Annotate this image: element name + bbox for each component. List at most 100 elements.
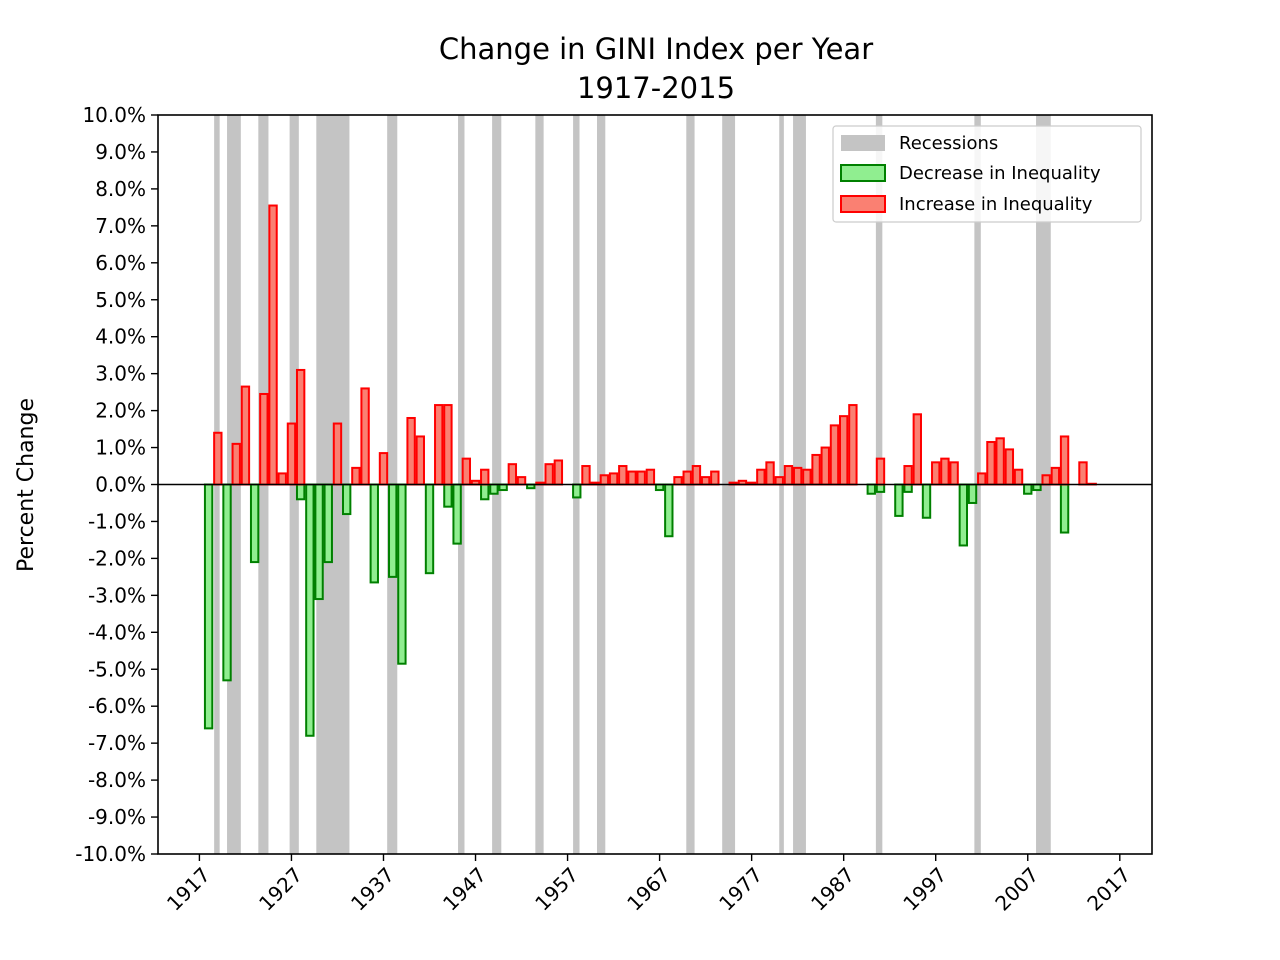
increase-bar-1987 xyxy=(838,415,849,486)
increase-bar-1935 xyxy=(360,387,370,486)
legend: Recessions Decrease in Inequality Increa… xyxy=(832,125,1142,223)
increase-bar-1962 xyxy=(608,472,619,486)
y-tick-label-15: -5.0% xyxy=(88,657,146,681)
increase-bar-1981 xyxy=(783,465,794,486)
increase-bar-1991 xyxy=(875,457,886,486)
y-tick-label-9: 1.0% xyxy=(95,436,146,460)
decrease-bar-1918 xyxy=(203,483,214,730)
legend-frame xyxy=(832,125,1142,223)
increase-bar-1924 xyxy=(259,392,269,486)
increase-bar-1937 xyxy=(378,452,389,486)
decrease-bar-1923 xyxy=(249,483,260,564)
decrease-bar-1990 xyxy=(866,483,876,495)
y-tick-label-12: -2.0% xyxy=(88,546,146,570)
increase-bar-1984 xyxy=(811,453,821,486)
increase-bar-2005 xyxy=(1004,448,1015,486)
decrease-bar-1929 xyxy=(305,483,315,737)
increase-bar-1995 xyxy=(912,413,922,486)
increase-bar-1983 xyxy=(802,468,812,486)
decrease-bar-1993 xyxy=(894,483,904,517)
legend-label-increase: Increase in Inequality xyxy=(899,194,1093,215)
increase-bar-1959 xyxy=(581,465,591,486)
increase-bar-1943 xyxy=(434,404,444,486)
decrease-bar-1945 xyxy=(452,483,462,545)
y-tick-label-8: 2.0% xyxy=(95,399,146,423)
increase-bar-1964 xyxy=(627,470,637,486)
increase-bar-1926 xyxy=(277,472,287,486)
decrease-bar-1967 xyxy=(654,483,665,492)
increase-bar-1965 xyxy=(636,470,646,486)
decrease-bar-2000 xyxy=(958,483,969,547)
chart-title: Change in GINI Index per Year xyxy=(439,32,873,66)
decrease-bar-1920 xyxy=(222,483,232,682)
increase-bar-1948 xyxy=(480,468,490,486)
y-tick-label-2: 8.0% xyxy=(95,177,146,201)
increase-bar-1988 xyxy=(848,404,858,486)
increase-bar-1971 xyxy=(691,465,702,486)
increase-bar-1972 xyxy=(700,476,711,486)
decrease-bar-1968 xyxy=(664,483,674,538)
y-tick-label-5: 5.0% xyxy=(95,288,146,312)
increase-bar-1997 xyxy=(931,461,941,486)
decrease-bar-1933 xyxy=(341,483,352,516)
y-tick-label-11: -1.0% xyxy=(88,509,146,533)
increase-bar-1980 xyxy=(774,476,784,486)
increase-bar-2009 xyxy=(1041,474,1051,486)
increase-bar-1919 xyxy=(213,431,223,486)
decrease-bar-1948 xyxy=(480,483,490,501)
decrease-bar-2001 xyxy=(967,483,978,504)
increase-bar-1970 xyxy=(682,470,692,486)
increase-bar-1985 xyxy=(820,446,830,486)
increase-bar-1955 xyxy=(544,463,554,486)
y-tick-label-4: 6.0% xyxy=(95,251,146,275)
y-tick-label-16: -6.0% xyxy=(88,694,146,718)
increase-bar-1952 xyxy=(516,476,527,486)
decrease-bar-1939 xyxy=(397,483,407,665)
decrease-bar-1944 xyxy=(443,483,453,508)
y-axis: 10.0% 9.0% 8.0% 7.0% 6.0% 5.0% 4.0% 3.0% 2.0% 1.0… xyxy=(75,103,158,866)
increase-bar-1946 xyxy=(461,457,472,486)
y-tick-label-20: -10.0% xyxy=(75,842,146,866)
increase-bar-1961 xyxy=(599,474,610,486)
increase-bar-1941 xyxy=(415,435,425,486)
decrease-bar-2011 xyxy=(1059,483,1070,534)
decrease-bar-1928 xyxy=(295,483,306,501)
increase-bar-2002 xyxy=(977,472,987,486)
y-tick-label-14: -4.0% xyxy=(88,620,146,644)
y-axis-label: Percent Change xyxy=(14,398,39,572)
increase-bar-2006 xyxy=(1013,468,1024,486)
increase-bar-1963 xyxy=(618,465,628,486)
increase-bar-1928 xyxy=(295,368,306,486)
decrease-bar-1958 xyxy=(572,483,582,499)
y-tick-label-7: 3.0% xyxy=(95,362,146,386)
y-tick-label-18: -8.0% xyxy=(88,768,146,792)
increase-bar-1932 xyxy=(332,422,343,486)
legend-swatch-recessions xyxy=(841,135,885,151)
decrease-bar-1991 xyxy=(875,483,886,493)
y-tick-label-6: 4.0% xyxy=(95,325,146,349)
decrease-bar-1996 xyxy=(921,483,932,519)
increase-bar-2011 xyxy=(1059,435,1070,486)
y-tick-label-3: 7.0% xyxy=(95,214,146,238)
increase-bar-2013 xyxy=(1078,461,1088,486)
increase-bar-1934 xyxy=(351,466,361,486)
y-tick-label-0: 10.0% xyxy=(82,103,146,127)
legend-label-decrease: Decrease in Inequality xyxy=(899,163,1101,184)
y-tick-label-13: -3.0% xyxy=(88,583,146,607)
increase-bar-1940 xyxy=(406,416,416,486)
increase-bar-1994 xyxy=(903,465,913,486)
increase-bar-2004 xyxy=(995,437,1005,486)
increase-bar-2010 xyxy=(1050,466,1061,486)
decrease-bar-1949 xyxy=(489,483,499,495)
increase-bar-1921 xyxy=(231,442,241,486)
chart-subtitle: 1917-2015 xyxy=(577,71,735,105)
increase-bar-1982 xyxy=(792,466,803,486)
y-tick-label-19: -9.0% xyxy=(88,805,146,829)
increase-bar-1999 xyxy=(949,461,959,486)
increase-bar-1922 xyxy=(240,385,251,486)
legend-swatch-decrease xyxy=(840,164,886,182)
y-tick-label-17: -7.0% xyxy=(88,731,146,755)
increase-bar-1986 xyxy=(829,424,840,486)
increase-bar-1998 xyxy=(940,457,950,486)
